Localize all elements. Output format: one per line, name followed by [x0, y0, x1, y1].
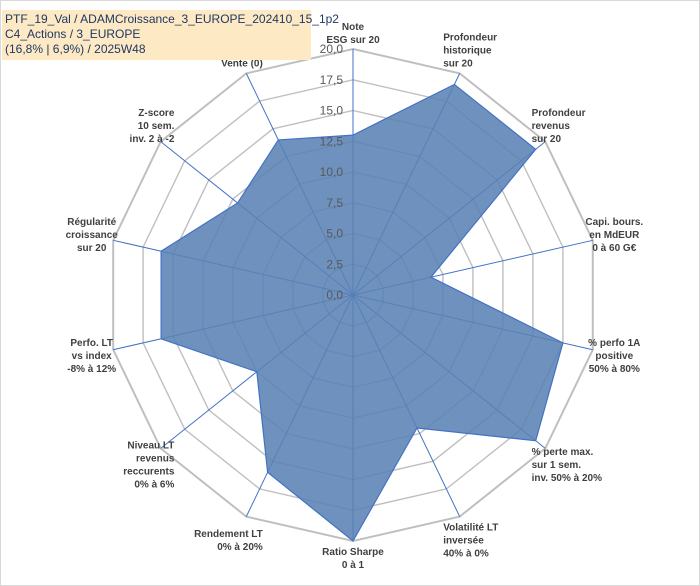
axis-label-line: 0 à 60 G€ — [592, 243, 636, 254]
axis-label-line: historique — [443, 45, 492, 56]
axis-label-line: Vente (0) — [221, 58, 263, 69]
axis-label-line: Régularité — [67, 217, 116, 228]
axis-label: Profondeur historique sur 20 — [443, 32, 497, 69]
title-line-2: C4_Actions / 3_EUROPE — [5, 27, 141, 41]
axis-label: Niveau LT revenus reccurents 0% à 6% — [123, 441, 175, 491]
axis-label-line: % perfo 1A — [588, 338, 640, 349]
axis-label: % perte max. sur 1 sem. inv. 50% à 20% — [532, 447, 603, 484]
axis-label-line: croissance — [66, 230, 119, 241]
axis-label-line: 40% à 0% — [443, 549, 489, 560]
tick-label: 5,0 — [326, 227, 343, 241]
axis-label: Z-score 10 sem. inv. 2 à -2 — [130, 108, 175, 145]
axis-label-line: Capi. bours. — [585, 217, 643, 228]
axis-label-line: sur 1 sem. — [532, 460, 582, 471]
axis-label-line: Niveau LT — [127, 441, 174, 452]
title-line-1: PTF_19_Val / ADAMCroissance_3_EUROPE_202… — [5, 12, 339, 26]
axis-label-line: en MdEUR — [589, 230, 640, 241]
axis-label-line: inv. 2 à -2 — [130, 134, 175, 145]
axis-label-line: sur 20 — [532, 134, 562, 145]
tick-label: 20,0 — [320, 42, 344, 56]
radar-series — [160, 83, 564, 542]
axis-label: Ratio Sharpe 0 à 1 — [322, 547, 384, 571]
axis-label-line: 0 à 1 — [342, 560, 365, 571]
axis-label-line: Profondeur — [443, 32, 497, 43]
axis-label-line: reccurents — [123, 467, 175, 478]
axis-label-line: Ratio Sharpe — [322, 547, 384, 558]
axis-label-line: revenus — [532, 121, 571, 132]
axis-label: Perfo. LT vs index -8% à 12% — [67, 338, 116, 375]
axis-label-line: Volatilité LT — [443, 523, 498, 534]
tick-label: 17,5 — [320, 73, 344, 87]
axis-label-line: sur 20 — [443, 58, 473, 69]
radial-tick-labels: 0,0 2,5 5,0 7,5 10,0 12,5 15,0 17,5 20,0 — [320, 42, 344, 302]
axis-label-line: Profondeur — [532, 108, 586, 119]
axis-label-line: 0% à 20% — [217, 542, 263, 553]
axis-label: % perfo 1A positive 50% à 80% — [588, 338, 640, 375]
axis-label-line: sur 20 — [77, 243, 107, 254]
axis-label: Capi. bours. en MdEUR 0 à 60 G€ — [585, 217, 643, 254]
axis-label-line: inv. 50% à 20% — [532, 473, 603, 484]
title-line-3: (16,8% | 6,9%) / 2025W48 — [5, 42, 146, 56]
tick-label: 7,5 — [326, 196, 343, 210]
tick-label: 2,5 — [326, 257, 343, 271]
axis-label-line: 0% à 6% — [134, 480, 174, 491]
axis-label-line: positive — [595, 351, 633, 362]
axis-label: Note ESG sur 20 — [326, 22, 380, 46]
tick-label: 0,0 — [326, 288, 343, 302]
axis-label-line: -8% à 12% — [67, 364, 116, 375]
tick-label: 10,0 — [320, 165, 344, 179]
axis-label: Volatilité LT inversée 40% à 0% — [443, 523, 498, 560]
axis-label: Régularité croissance sur 20 — [66, 217, 119, 254]
series-area — [160, 83, 564, 542]
axis-label-line: 10 sem. — [138, 121, 175, 132]
axis-label: Profondeur revenus sur 20 — [532, 108, 586, 145]
chart-title-box: PTF_19_Val / ADAMCroissance_3_EUROPE_202… — [2, 10, 339, 60]
tick-label: 15,0 — [320, 104, 344, 118]
tick-label: 12,5 — [320, 134, 344, 148]
axis-label-line: 50% à 80% — [589, 364, 640, 375]
axis-label-line: Note — [342, 22, 365, 33]
axis-label-line: Perfo. LT — [70, 338, 113, 349]
axis-label-line: % perte max. — [532, 447, 594, 458]
axis-label-line: revenus — [136, 454, 175, 465]
axis-label-line: vs index — [72, 351, 112, 362]
axis-label-line: Z-score — [138, 108, 175, 119]
axis-label-line: inversée — [443, 536, 484, 547]
axis-label-line: ESG sur 20 — [326, 35, 380, 46]
axis-label: Rendement LT 0% à 20% — [194, 529, 263, 553]
axis-label-line: Rendement LT — [194, 529, 263, 540]
